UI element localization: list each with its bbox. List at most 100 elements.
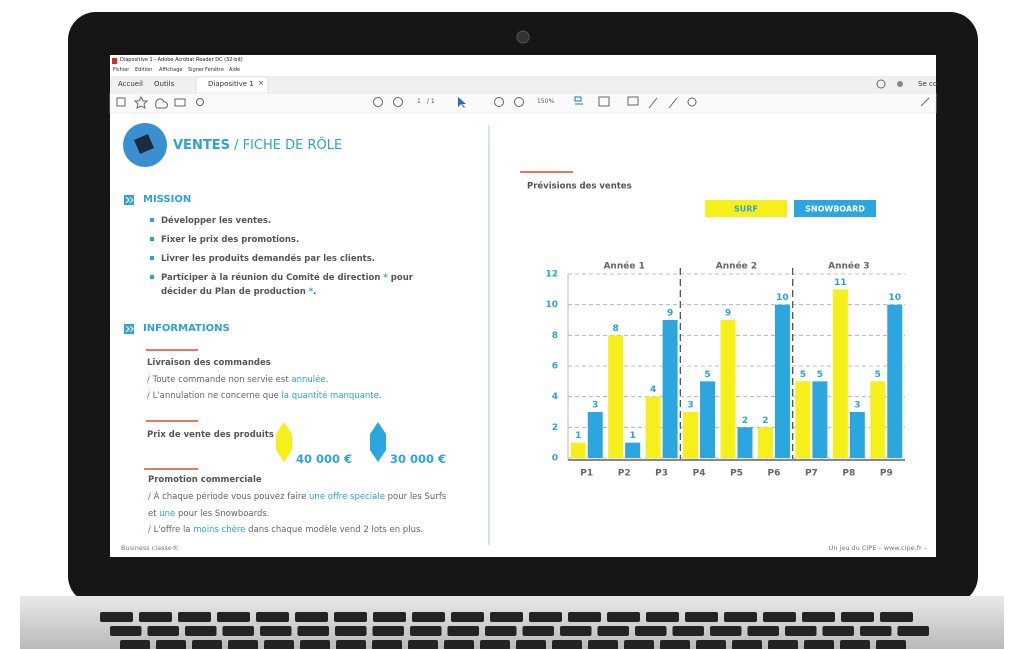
bar — [774, 304, 790, 458]
bar — [870, 381, 886, 458]
tab[interactable]: Outils — [154, 80, 175, 88]
bar — [700, 381, 716, 458]
key — [685, 612, 718, 622]
zoom-out[interactable] — [494, 97, 504, 107]
screen — [110, 55, 936, 557]
marker: / — [147, 375, 150, 385]
slide-title: VENTES / FICHE DE RÔLE — [173, 138, 342, 153]
mission-item: Fixer le prix des promotions. — [150, 233, 451, 247]
text: . — [325, 375, 329, 385]
x-tick-label: P3 — [655, 469, 668, 479]
menu-item[interactable]: Signer — [188, 67, 205, 73]
zoom[interactable]: 150% — [537, 98, 555, 105]
x-tick-label: P5 — [730, 469, 743, 479]
data-label: 2 — [742, 416, 748, 426]
key — [334, 612, 367, 622]
key — [451, 612, 484, 622]
text: pour décider du Plan de production — [161, 273, 413, 297]
mission-item: Développer les ventes. — [150, 214, 451, 228]
text: . — [378, 391, 382, 401]
tab[interactable]: Accueil — [118, 80, 143, 88]
camera — [516, 30, 530, 44]
key — [876, 640, 906, 649]
key — [336, 640, 366, 649]
sign-icon[interactable] — [668, 97, 678, 109]
section-title: Livraison des commandes — [147, 358, 271, 368]
key — [485, 626, 517, 636]
snowboard-shape — [370, 422, 386, 462]
section-title: Prix de vente des produits — [147, 430, 274, 440]
key — [228, 640, 258, 649]
sign-in[interactable]: Se co — [918, 80, 938, 88]
key — [660, 640, 690, 649]
bell-icon[interactable] — [897, 81, 903, 87]
select-tool[interactable] — [458, 97, 466, 108]
key — [607, 612, 640, 622]
window-title: Diapositive 1 - Adobe Acrobat Reader DC … — [120, 57, 243, 63]
zoom-in[interactable] — [514, 97, 524, 107]
bar — [570, 442, 586, 458]
highlight: * — [383, 273, 388, 283]
key — [522, 626, 554, 636]
info-heading: INFORMATIONS — [143, 323, 230, 334]
text: dans chaque modèle vend 2 lots en plus. — [245, 525, 424, 535]
save-icon[interactable] — [116, 97, 126, 107]
help-icon[interactable] — [876, 79, 886, 89]
key — [490, 612, 523, 622]
print-icon[interactable] — [174, 98, 186, 107]
stamp-icon[interactable] — [687, 97, 697, 107]
marker: / — [148, 525, 151, 535]
key — [552, 640, 582, 649]
menu-item[interactable]: Fenêtre — [205, 67, 224, 73]
bar — [645, 396, 661, 458]
menu-item[interactable]: Edition — [135, 67, 153, 73]
key — [841, 612, 874, 622]
data-label: 11 — [834, 278, 847, 288]
mission-item: Participer à la réunion du Comité de dir… — [150, 271, 451, 299]
key — [672, 626, 704, 636]
pen-icon[interactable] — [648, 97, 658, 109]
key — [529, 612, 562, 622]
key — [295, 612, 328, 622]
bookmark-icon[interactable] — [133, 95, 149, 109]
bar — [795, 381, 811, 458]
tab-close[interactable]: × — [258, 79, 264, 87]
data-label: 1 — [575, 431, 581, 441]
text: Livrer les produits demandés par les cli… — [161, 254, 375, 264]
chart: Prévisions des ventes SURF SNOWBOARD 0 2 4 6 8 1… — [527, 181, 905, 479]
upload-icon[interactable] — [155, 98, 169, 109]
data-label: 4 — [650, 385, 656, 395]
key — [410, 626, 442, 636]
data-label: 3 — [854, 401, 860, 411]
search-icon[interactable] — [196, 98, 204, 106]
edit-icon[interactable] — [920, 97, 930, 107]
comment-icon[interactable] — [627, 96, 639, 106]
key — [444, 640, 474, 649]
menu-item[interactable]: Fichier — [113, 67, 130, 73]
key — [335, 626, 367, 636]
group-label: Année 3 — [828, 261, 869, 272]
key — [192, 640, 222, 649]
key — [568, 612, 601, 622]
x-tick-label: P4 — [693, 469, 706, 479]
prev-page[interactable] — [373, 97, 383, 107]
bar — [887, 304, 903, 458]
menu-item[interactable]: Affichage — [159, 67, 183, 73]
highlight: * — [308, 287, 314, 297]
y-tick-label: 8 — [552, 331, 558, 341]
tab[interactable]: Diapositive 1 — [208, 80, 254, 88]
title-sep: / — [229, 138, 243, 153]
key — [802, 612, 835, 622]
tool-icon[interactable] — [598, 96, 610, 107]
next-page[interactable] — [393, 97, 403, 107]
surf-shape — [276, 422, 292, 462]
menu-item[interactable]: Aide — [229, 67, 241, 73]
mission-item: Livrer les produits demandés par les cli… — [150, 252, 451, 266]
data-label: 8 — [613, 324, 619, 334]
bar — [812, 381, 828, 458]
text: pour les Snowboards. — [175, 508, 270, 519]
price: 40 000 € — [296, 452, 353, 466]
info-line: / À chaque période vous pouvez faire une… — [148, 489, 448, 522]
legend-label: SURF — [734, 205, 758, 214]
fit-icon[interactable] — [574, 96, 583, 105]
